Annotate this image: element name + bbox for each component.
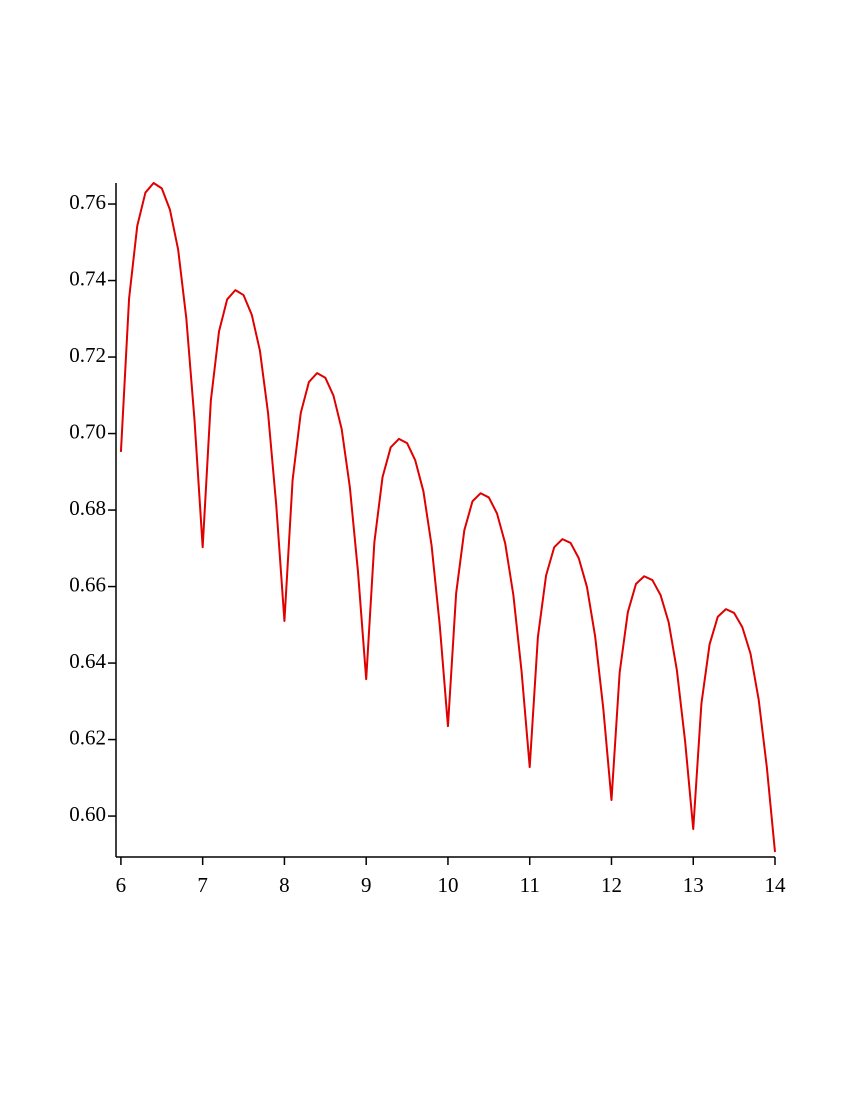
- data-line: [119, 182, 776, 853]
- y-tick-label: 0.68: [69, 496, 106, 520]
- y-tick-label: 0.70: [69, 419, 106, 443]
- y-tick-label: 0.64: [69, 649, 106, 673]
- x-tick-label: 7: [197, 873, 208, 897]
- x-tick-label: 14: [765, 873, 787, 897]
- y-tick-label: 0.60: [69, 802, 106, 826]
- x-tick-label: 13: [683, 873, 704, 897]
- y-tick-label: 0.76: [69, 190, 106, 214]
- x-tick-label: 8: [279, 873, 290, 897]
- y-tick-label: 0.66: [69, 572, 106, 596]
- x-tick-label: 6: [116, 873, 127, 897]
- x-tick-label: 11: [520, 873, 540, 897]
- x-tick-label: 10: [437, 873, 458, 897]
- x-tick-label: 12: [601, 873, 622, 897]
- y-tick-label: 0.72: [69, 343, 106, 367]
- y-tick-label: 0.62: [69, 725, 106, 749]
- x-tick-label: 9: [361, 873, 372, 897]
- y-tick-label: 0.74: [69, 266, 106, 290]
